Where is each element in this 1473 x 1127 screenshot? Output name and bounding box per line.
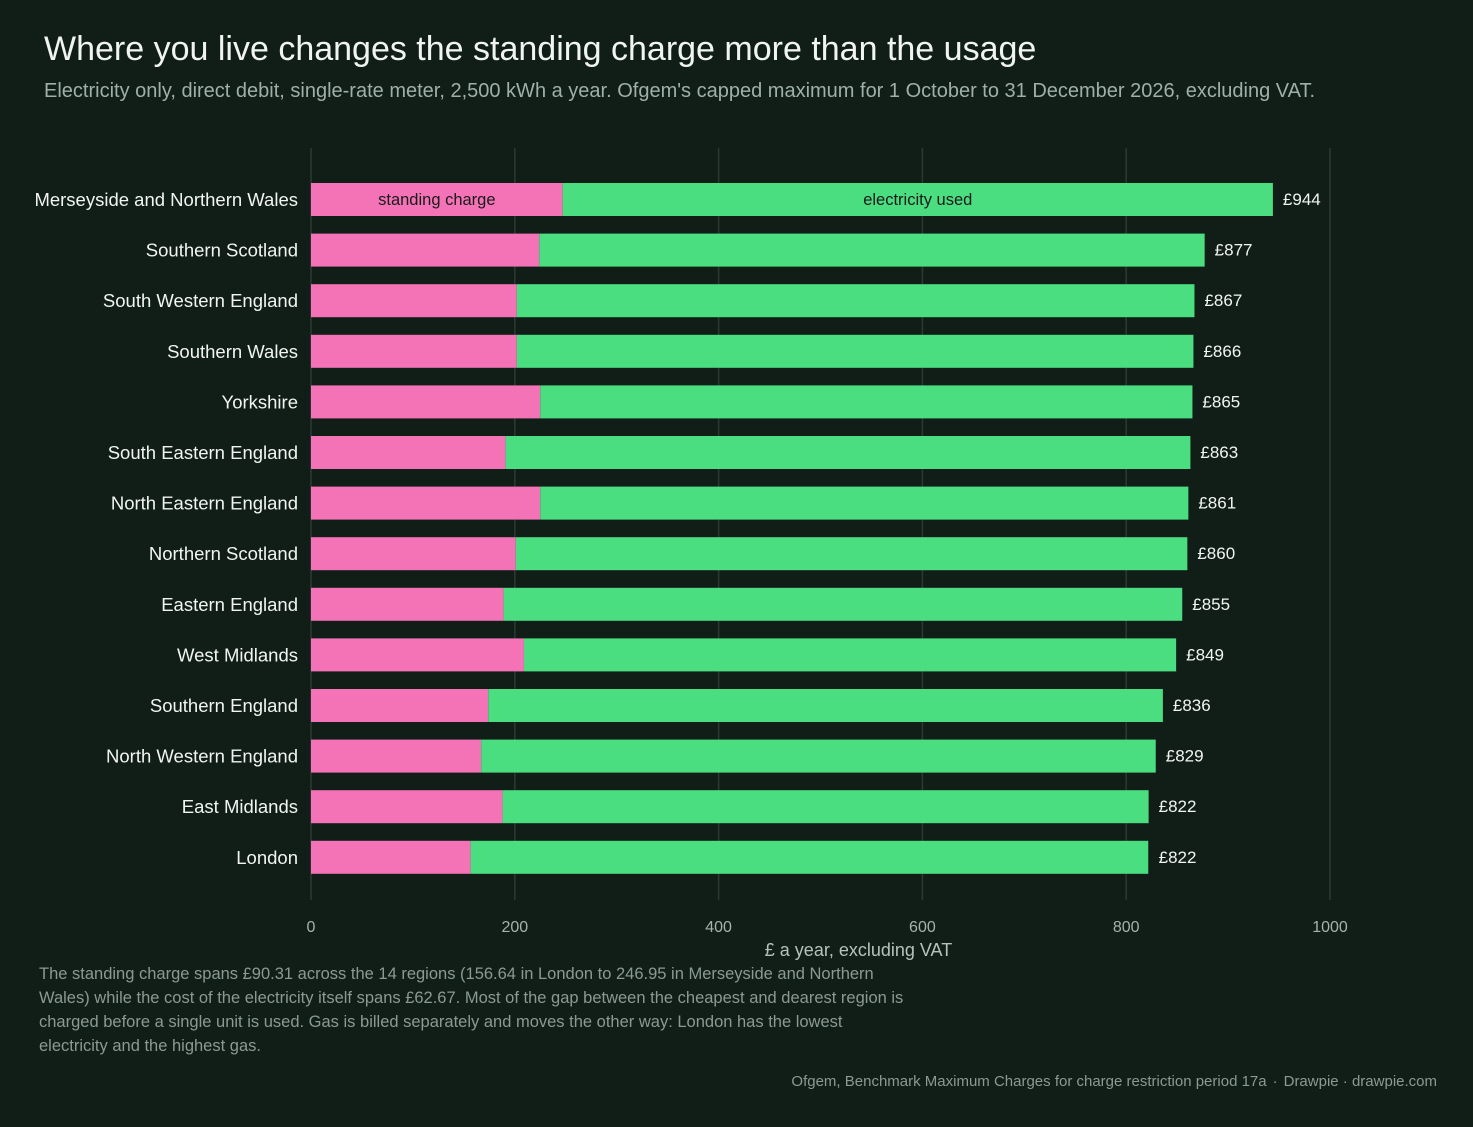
standing-charge-bar (311, 233, 540, 267)
x-tick-label: 0 (307, 919, 316, 936)
source-text: Ofgem, Benchmark Maximum Charges for cha… (791, 1073, 1267, 1090)
standing-charge-bar (311, 385, 541, 419)
category-label: Southern Scotland (146, 240, 298, 261)
electricity-used-bar (540, 486, 1189, 520)
standing-charge-bar (311, 638, 524, 672)
chart-title: Where you live changes the standing char… (44, 30, 1037, 68)
category-label: North Western England (106, 746, 298, 767)
electricity-used-bar (505, 436, 1191, 469)
category-label: North Eastern England (111, 493, 298, 514)
bar-row: London £822 (236, 840, 1197, 874)
electricity-used-bar (516, 284, 1195, 318)
electricity-used-bar (539, 233, 1205, 267)
category-label: South Eastern England (108, 442, 298, 463)
bar-row: North Eastern England £861 (111, 486, 1236, 520)
total-label: £877 (1215, 241, 1253, 260)
series-label-usage: electricity used (863, 191, 972, 209)
standing-charge-bar (311, 436, 506, 469)
category-label: London (236, 847, 298, 868)
x-tick-label: 800 (1113, 919, 1140, 936)
total-label: £865 (1202, 392, 1240, 411)
total-label: £836 (1173, 696, 1211, 715)
standing-charge-bar (311, 587, 504, 621)
standing-charge-bar (311, 486, 541, 520)
category-label: Southern England (150, 695, 298, 716)
standing-charge-bar (311, 183, 563, 216)
standing-charge-bar (311, 790, 503, 824)
x-axis-label: £ a year, excluding VAT (765, 940, 952, 960)
category-label: West Midlands (177, 644, 298, 665)
electricity-used-bar (481, 739, 1156, 773)
category-label: Southern Wales (167, 341, 298, 362)
source-separator: · (1272, 1073, 1278, 1090)
category-label: South Western England (103, 290, 298, 311)
category-label: Eastern England (161, 594, 298, 615)
total-label: £863 (1200, 443, 1238, 462)
standing-charge-bar (311, 284, 517, 318)
bar-row: South Eastern England £863 (108, 436, 1238, 469)
standing-charge-bar (311, 334, 517, 368)
total-label: £822 (1159, 848, 1197, 867)
electricity-used-bar (470, 840, 1149, 874)
electricity-used-bar (515, 537, 1188, 571)
electricity-used-bar (516, 334, 1194, 368)
total-label: £822 (1159, 797, 1197, 816)
bar-row: North Western England £829 (106, 739, 1204, 773)
total-label: £860 (1197, 544, 1235, 563)
brand-text: Drawpie · drawpie.com (1283, 1073, 1437, 1090)
category-label: Merseyside and Northern Wales (34, 189, 298, 210)
standing-charge-bar (311, 739, 482, 773)
bar-row: Yorkshire £865 (222, 385, 1240, 419)
total-label: £866 (1203, 342, 1241, 361)
bar-row: Eastern England £855 (161, 587, 1230, 621)
electricity-used-bar (540, 385, 1193, 419)
x-tick-label: 200 (501, 919, 528, 936)
standing-charge-bar (311, 537, 516, 571)
bar-row: East Midlands £822 (182, 790, 1197, 824)
bar-row: South Western England £867 (103, 284, 1242, 318)
x-tick-label: 400 (705, 919, 732, 936)
category-label: Northern Scotland (149, 543, 298, 564)
x-tick-label: 1000 (1312, 919, 1348, 936)
x-tick-label: 600 (909, 919, 936, 936)
electricity-used-bar (502, 790, 1149, 824)
stacked-bar-chart: 0 200 400 600 800 1000 £ a year, excluding VAT… (34, 148, 1348, 960)
series-label-standing: standing charge (378, 191, 495, 209)
chart-note: The standing charge spans £90.31 across … (39, 965, 904, 1055)
electricity-used-bar (503, 587, 1183, 621)
standing-charge-bar (311, 840, 471, 874)
total-label: £855 (1192, 595, 1230, 614)
total-label: £849 (1186, 645, 1224, 664)
electricity-used-bar (523, 638, 1177, 672)
total-label: £867 (1204, 291, 1242, 310)
chart-subtitle: Electricity only, direct debit, single-r… (44, 80, 1316, 102)
bar-row: Northern Scotland £860 (149, 537, 1235, 571)
bar-row: Southern England £836 (150, 689, 1211, 722)
electricity-used-bar (488, 689, 1163, 722)
standing-charge-bar (311, 689, 489, 722)
bar-row: Merseyside and Northern Wales £944 standin… (34, 183, 1321, 216)
total-label: £861 (1198, 494, 1236, 513)
total-label: £829 (1166, 747, 1204, 766)
bar-row: West Midlands £849 (177, 638, 1224, 672)
total-label: £944 (1283, 190, 1321, 209)
category-label: Yorkshire (222, 391, 298, 412)
bar-row: Southern Wales £866 (167, 334, 1241, 368)
electricity-used-bar (562, 183, 1273, 216)
category-label: East Midlands (182, 796, 298, 817)
bar-row: Southern Scotland £877 (146, 233, 1253, 267)
source-line: Ofgem, Benchmark Maximum Charges for cha… (791, 1073, 1437, 1090)
